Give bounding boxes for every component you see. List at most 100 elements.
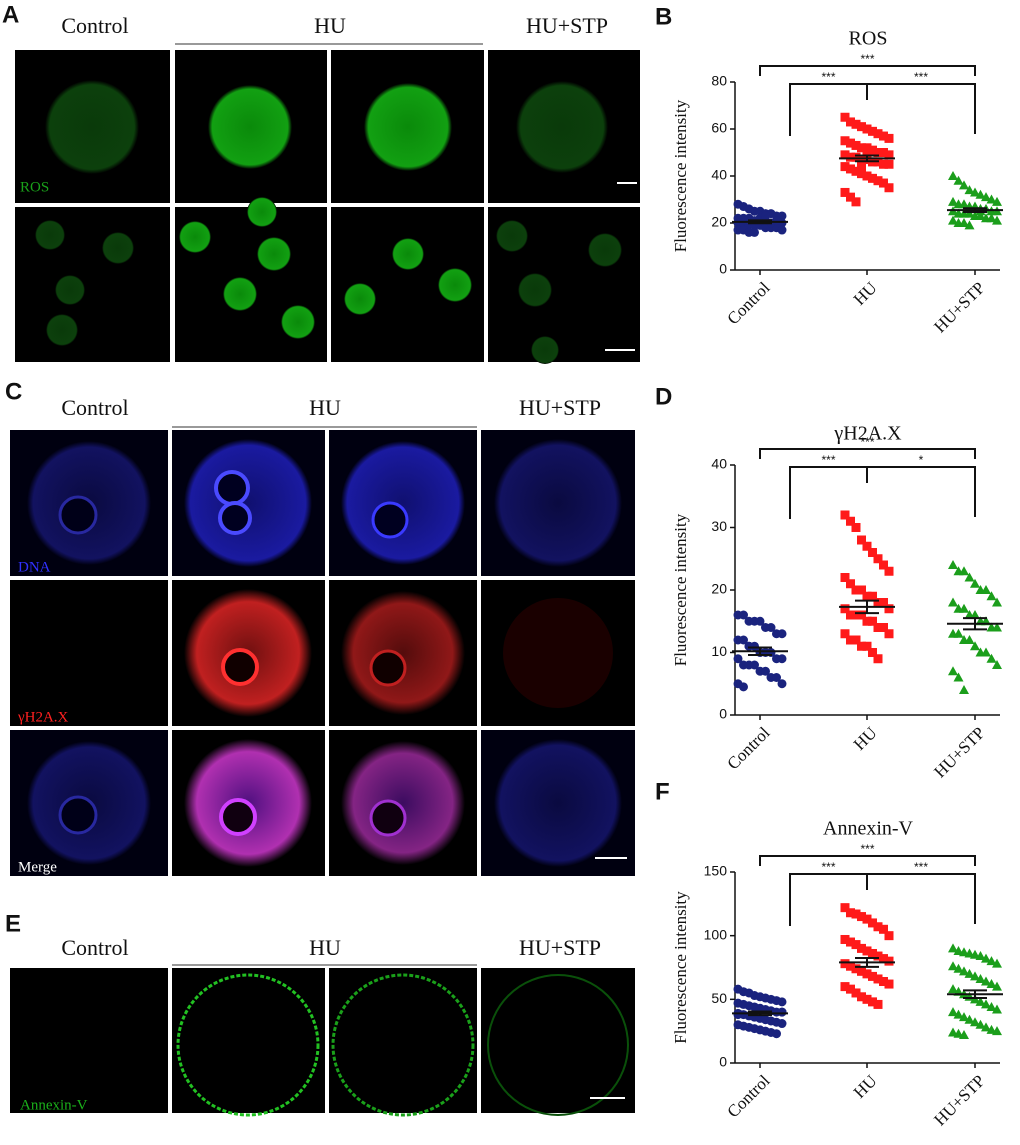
dot xyxy=(868,616,877,626)
dot xyxy=(884,159,894,169)
dot xyxy=(975,1019,986,1029)
dot xyxy=(964,220,975,230)
dot xyxy=(868,173,877,183)
header: HU+STP xyxy=(526,13,608,38)
dot xyxy=(981,585,991,594)
dot xyxy=(862,591,872,601)
dot xyxy=(964,208,975,218)
dot xyxy=(964,1014,975,1024)
dot xyxy=(777,225,787,235)
dot xyxy=(851,166,861,176)
header: HU+STP xyxy=(519,395,601,420)
dot xyxy=(953,628,964,638)
significance-label: *** xyxy=(821,70,835,84)
dot xyxy=(964,572,975,582)
x-tick-label: HU xyxy=(850,723,881,754)
header: Control xyxy=(61,935,128,960)
dot xyxy=(862,124,872,134)
panel-letter: E xyxy=(5,910,21,937)
dot xyxy=(857,162,866,172)
dot xyxy=(868,918,877,928)
dot xyxy=(868,591,877,601)
dot xyxy=(948,961,958,971)
panel-c-images xyxy=(10,426,635,876)
dot xyxy=(959,1012,969,1022)
dot xyxy=(846,138,855,148)
dot xyxy=(846,516,855,526)
dot xyxy=(970,578,980,588)
dot xyxy=(953,175,964,185)
dot xyxy=(777,997,787,1007)
dot xyxy=(777,1007,787,1017)
stain-label: DNA xyxy=(18,559,51,575)
dot xyxy=(846,152,855,162)
dot xyxy=(992,215,1002,225)
dot xyxy=(739,635,748,645)
dot xyxy=(981,192,991,202)
x-tick-label: Control xyxy=(723,278,773,328)
dot xyxy=(851,940,861,950)
dot xyxy=(851,635,861,645)
dot xyxy=(862,994,872,1004)
dot xyxy=(959,180,969,190)
dot xyxy=(992,660,1002,669)
dot xyxy=(851,152,861,162)
dot xyxy=(851,523,861,532)
dot xyxy=(857,155,866,165)
dot xyxy=(953,963,964,973)
x-tick-label: HU+STP xyxy=(930,723,988,781)
dot xyxy=(992,958,1002,968)
dot xyxy=(857,535,866,545)
dot xyxy=(959,199,969,209)
dot xyxy=(862,541,872,551)
dot xyxy=(846,937,855,947)
panel-letter: A xyxy=(2,1,19,28)
dot xyxy=(862,171,872,181)
dot xyxy=(857,641,866,651)
dot xyxy=(879,131,888,141)
dot xyxy=(862,616,872,626)
y-tick-label: 50 xyxy=(711,990,727,1006)
dot xyxy=(975,973,986,983)
dot xyxy=(840,903,850,913)
dot xyxy=(873,922,883,932)
dot xyxy=(840,510,850,520)
dot xyxy=(953,672,964,682)
significance-bracket xyxy=(867,83,976,134)
dot xyxy=(959,1029,969,1039)
dot xyxy=(840,629,850,639)
panel-letter: C xyxy=(5,378,22,405)
significance-bracket xyxy=(789,873,868,926)
chart-title: Annexin-V xyxy=(823,818,914,840)
dot xyxy=(873,999,883,1009)
dot xyxy=(868,548,877,557)
dot xyxy=(862,946,872,956)
x-tick-label: Control xyxy=(723,1071,773,1121)
dot xyxy=(840,934,850,944)
dot xyxy=(862,148,872,157)
significance-label: *** xyxy=(821,860,835,874)
significance-bracket xyxy=(789,83,868,136)
dot xyxy=(744,641,754,651)
dot xyxy=(959,685,969,694)
dot xyxy=(739,610,748,620)
panel-letter: B xyxy=(655,3,672,30)
y-tick-label: 80 xyxy=(711,73,727,89)
dot xyxy=(862,914,872,924)
dot xyxy=(975,189,986,199)
dot xyxy=(868,971,877,981)
header: HU xyxy=(309,395,341,420)
x-tick-label: HU xyxy=(850,1071,881,1102)
dot xyxy=(857,585,866,595)
dot xyxy=(981,999,991,1009)
dot xyxy=(846,610,855,620)
dot xyxy=(992,622,1002,632)
dot xyxy=(840,112,850,122)
dot xyxy=(733,654,743,664)
dot xyxy=(879,148,888,157)
dot xyxy=(981,976,991,986)
dot xyxy=(857,169,866,179)
stain-label: ROS xyxy=(20,179,49,195)
dot xyxy=(964,185,975,195)
dot xyxy=(970,641,980,651)
